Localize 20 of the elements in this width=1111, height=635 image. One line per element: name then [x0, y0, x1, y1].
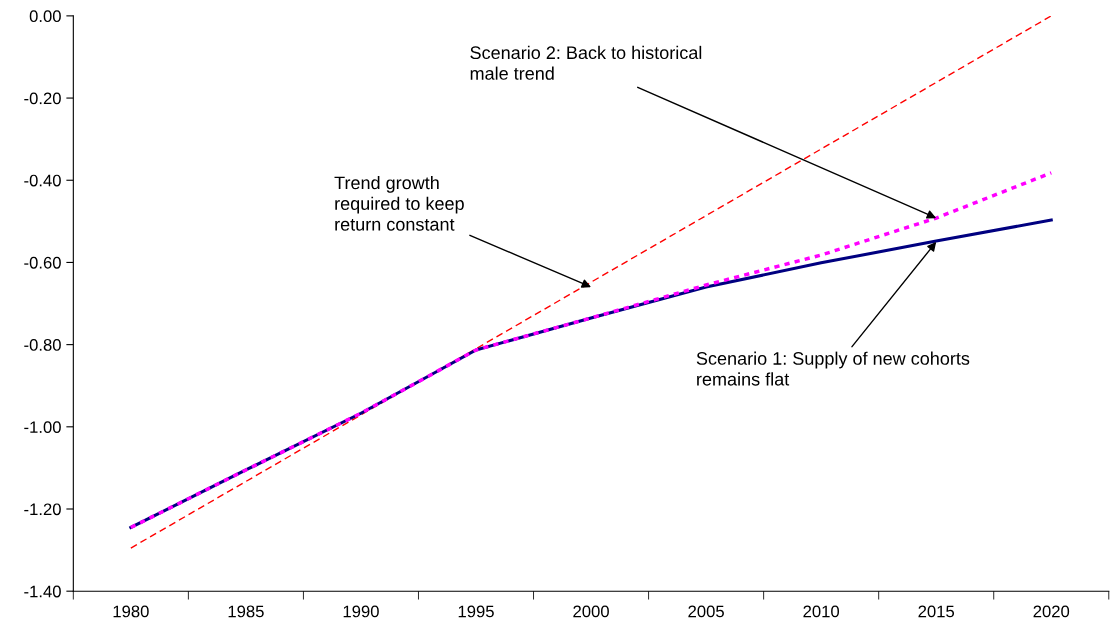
y-tick-label: -0.20 [24, 92, 61, 105]
y-tick-label: -1.40 [24, 585, 61, 598]
x-tick-label: 2020 [1033, 605, 1070, 618]
annotation: Scenario 2: Back to historical male trend [470, 45, 702, 80]
y-tick-label: -0.60 [24, 256, 61, 269]
x-tick-label: 2005 [688, 605, 724, 618]
x-tick-label: 1990 [343, 605, 379, 618]
y-tick-label: -0.80 [24, 339, 61, 351]
annotation: Scenario 1: Supply of new cohorts remains flat [696, 351, 970, 386]
x-tick-label: 2015 [918, 605, 955, 618]
x-tick-label: 1980 [113, 605, 149, 618]
y-tick-label: -1.20 [24, 503, 61, 516]
x-tick-label: 1995 [458, 605, 494, 618]
y-tick-label: -1.00 [24, 421, 61, 434]
x-tick-label: 2000 [573, 605, 609, 618]
y-tick-label: -0.40 [24, 174, 61, 187]
y-tick-label: 0.00 [29, 10, 61, 23]
x-tick-label: 2010 [803, 605, 840, 618]
annotation: Trend growth required to keep return constant [334, 175, 464, 231]
x-tick-label: 1985 [228, 605, 264, 618]
